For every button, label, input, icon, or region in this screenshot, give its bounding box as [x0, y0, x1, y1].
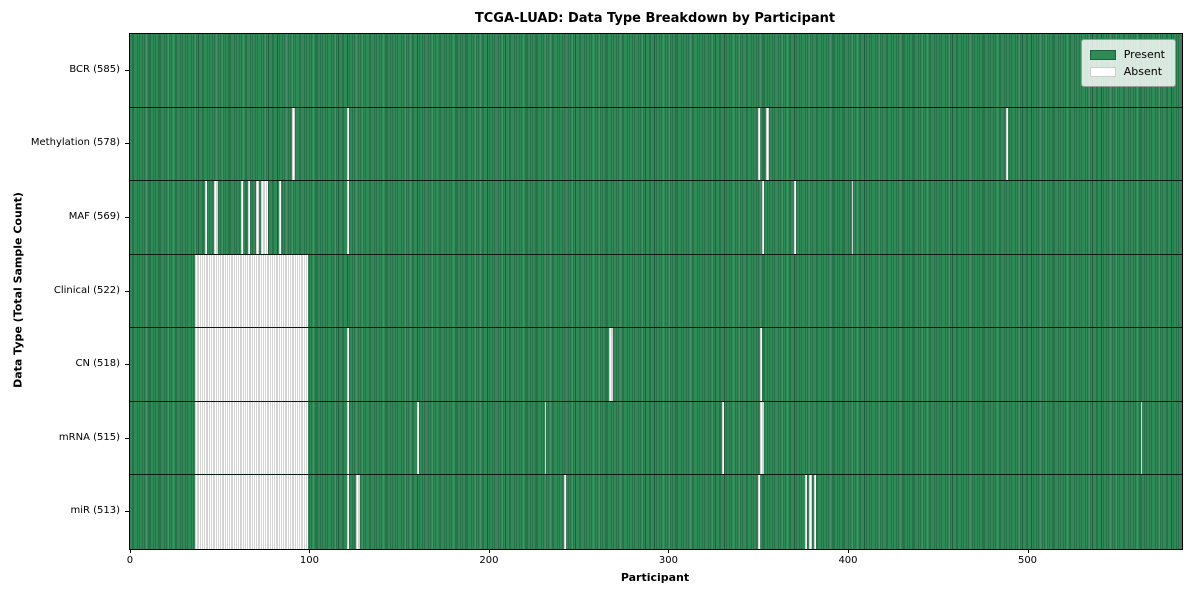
- heatmap-row-mrna: [130, 401, 1182, 476]
- absent-segment: [722, 401, 725, 475]
- absent-swatch-icon: [1089, 66, 1116, 77]
- absent-segment: [564, 475, 567, 549]
- absent-segment: [851, 181, 854, 254]
- absent-segment: [758, 107, 761, 181]
- x-tick-label: 400: [838, 555, 858, 566]
- y-tick-label: Methylation (578): [30, 137, 120, 149]
- absent-segment: [347, 475, 349, 549]
- absent-segment: [813, 475, 816, 549]
- absent-segment: [291, 107, 296, 181]
- x-tick-label: 100: [299, 555, 319, 566]
- absent-segment: [1140, 401, 1143, 475]
- absent-segment: [760, 401, 764, 475]
- absent-segment: [417, 401, 420, 475]
- absent-segment: [760, 328, 762, 401]
- absent-segment: [761, 181, 764, 254]
- absent-segment: [347, 181, 349, 254]
- y-tick-mark: [125, 364, 129, 366]
- absent-segment: [347, 328, 349, 401]
- absent-segment: [194, 401, 308, 475]
- absent-segment: [356, 475, 360, 549]
- y-tick-mark: [125, 216, 129, 218]
- x-tick-mark: [488, 549, 490, 553]
- absent-segment: [248, 181, 251, 254]
- y-tick-label: MAF (569): [68, 210, 120, 222]
- x-tick-mark: [668, 549, 670, 553]
- absent-segment: [194, 254, 308, 328]
- x-tick-mark: [847, 549, 849, 553]
- absent-segment: [205, 181, 208, 254]
- absent-segment: [808, 475, 813, 549]
- x-axis-title: Participant: [620, 571, 690, 584]
- y-tick-mark: [125, 290, 129, 292]
- absent-segment: [765, 107, 770, 181]
- absent-segment: [544, 401, 547, 475]
- y-tick-mark: [125, 511, 129, 513]
- heatmap-row-clinical: [130, 254, 1182, 329]
- legend: Present Absent: [1080, 39, 1176, 87]
- y-tick-label: mRNA (515): [58, 431, 120, 443]
- y-tick-label: Clinical (522): [53, 284, 120, 296]
- y-tick-mark: [125, 437, 129, 439]
- absent-segment: [255, 181, 260, 254]
- heatmap-row-bcr: [130, 34, 1182, 108]
- heatmap-row-maf: [130, 181, 1182, 255]
- absent-segment: [279, 181, 281, 254]
- chart-title: TCGA-LUAD: Data Type Breakdown by Partic…: [474, 11, 836, 26]
- x-tick-label: 200: [479, 555, 499, 566]
- x-tick-label: 300: [658, 555, 678, 566]
- legend-present-label: Present: [1123, 48, 1165, 61]
- x-tick-mark: [1027, 549, 1029, 553]
- y-tick-label: miR (513): [70, 505, 120, 517]
- absent-segment: [194, 475, 308, 549]
- present-swatch-icon: [1089, 49, 1116, 60]
- legend-entry-present: Present: [1089, 46, 1165, 63]
- absent-segment: [261, 181, 269, 254]
- y-tick-label: BCR (585): [69, 63, 120, 75]
- plot-area: Present Absent: [129, 33, 1183, 550]
- legend-entry-absent: Absent: [1089, 63, 1165, 80]
- y-tick-mark: [125, 69, 129, 71]
- absent-segment: [347, 107, 349, 181]
- y-tick-mark: [125, 143, 129, 145]
- absent-segment: [214, 181, 218, 254]
- x-tick-label: 500: [1017, 555, 1038, 566]
- absent-segment: [609, 328, 613, 401]
- x-tick-mark: [129, 549, 131, 553]
- y-tick-label: CN (518): [75, 358, 120, 370]
- absent-segment: [347, 401, 349, 475]
- x-tick-label: 0: [126, 555, 134, 566]
- absent-segment: [758, 475, 761, 549]
- absent-segment: [194, 328, 308, 401]
- heatmap-row-cn: [130, 328, 1182, 402]
- absent-segment: [805, 475, 807, 549]
- heatmap-row-methylation: [130, 107, 1182, 182]
- absent-segment: [794, 181, 796, 254]
- x-tick-mark: [309, 549, 311, 553]
- heatmap-row-mir: [130, 475, 1182, 549]
- absent-segment: [1006, 107, 1008, 181]
- legend-absent-label: Absent: [1123, 65, 1163, 78]
- absent-segment: [241, 181, 244, 254]
